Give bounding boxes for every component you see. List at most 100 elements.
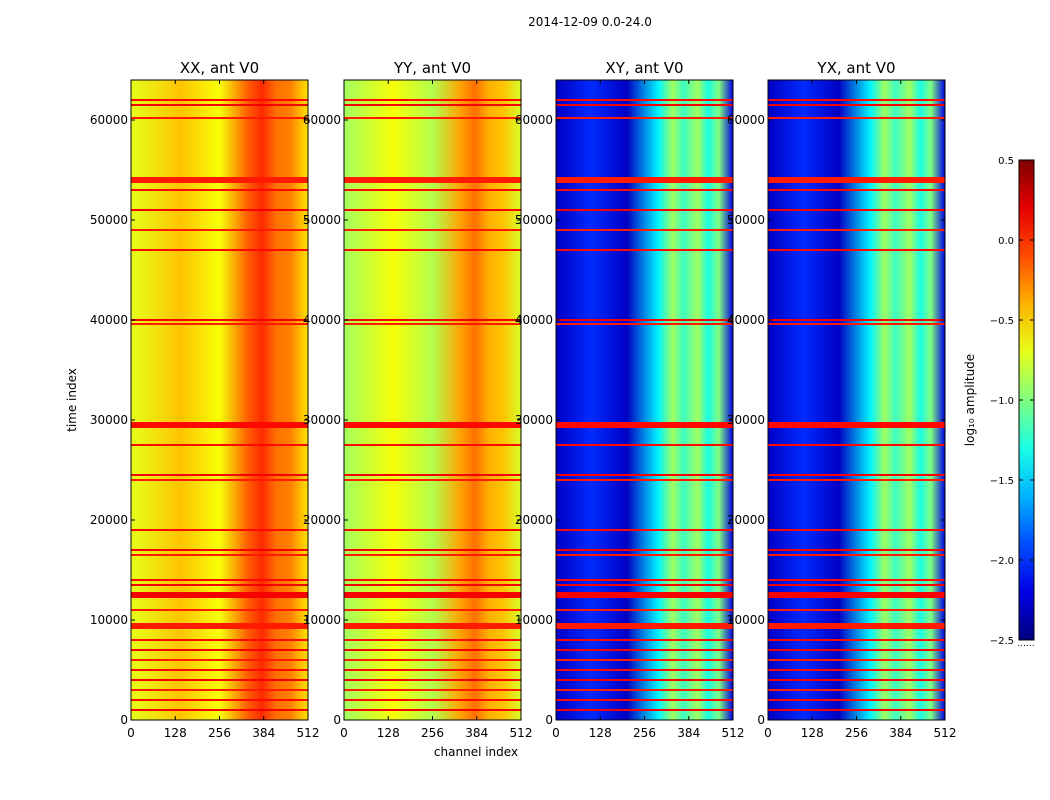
y-axis-label: time index	[65, 368, 79, 432]
flagged-row	[344, 529, 521, 531]
flagged-row	[131, 669, 308, 671]
flagged-row	[556, 623, 733, 629]
flagged-row	[131, 639, 308, 641]
y-tick-label: 60000	[515, 113, 553, 127]
flagged-row	[556, 99, 733, 101]
flagged-row	[556, 549, 733, 551]
flagged-row	[556, 323, 733, 325]
flagged-row	[131, 209, 308, 211]
flagged-row	[131, 479, 308, 481]
flagged-row	[131, 319, 308, 321]
colorbar-tick-label: −0.5	[990, 316, 1014, 327]
flagged-row	[768, 422, 945, 428]
flagged-row	[768, 699, 945, 701]
flagged-row	[768, 117, 945, 119]
panel-yy: YY, ant V0 0 128 256 384 512 0 10000 20000 30000 4…	[303, 59, 533, 740]
y-tick-label: 40000	[90, 313, 128, 327]
flagged-row	[131, 549, 308, 551]
flagged-row	[768, 584, 945, 586]
x-tick-label: 256	[845, 726, 868, 740]
colorbar-tick-label: −2.0	[990, 556, 1014, 567]
flagged-row	[131, 649, 308, 651]
flagged-row	[768, 229, 945, 231]
flagged-row	[344, 623, 521, 629]
y-tick-label: 40000	[303, 313, 341, 327]
panel-title: YY, ant V0	[393, 59, 471, 77]
flagged-row	[556, 319, 733, 321]
y-tick-label: 20000	[303, 513, 341, 527]
flagged-row	[344, 549, 521, 551]
flagged-row	[131, 99, 308, 101]
flagged-row	[556, 422, 733, 428]
flagged-row	[768, 99, 945, 101]
y-tick-label: 60000	[90, 113, 128, 127]
flagged-row	[131, 579, 308, 581]
flagged-row	[556, 579, 733, 581]
y-tick-label: 60000	[727, 113, 765, 127]
flagged-row	[131, 444, 308, 446]
flagged-row	[768, 549, 945, 551]
y-tick-label: 10000	[727, 613, 765, 627]
flagged-row	[556, 609, 733, 611]
x-tick-label: 512	[297, 726, 320, 740]
flagged-row	[768, 639, 945, 641]
flagged-row	[556, 229, 733, 231]
heatmap-image	[344, 80, 521, 720]
flagged-row	[344, 422, 521, 428]
x-tick-label: 512	[722, 726, 745, 740]
flagged-row	[131, 249, 308, 251]
heatmap-image	[131, 80, 308, 720]
flagged-row	[556, 649, 733, 651]
flagged-row	[556, 709, 733, 711]
y-tick-label: 10000	[303, 613, 341, 627]
x-tick-label: 512	[510, 726, 533, 740]
flagged-row	[768, 529, 945, 531]
flagged-row	[344, 679, 521, 681]
flagged-row	[556, 249, 733, 251]
y-tick-label: 0	[545, 713, 553, 727]
flagged-row	[768, 709, 945, 711]
panel-xx: XX, ant V0 0 128 256 384 512 0 10000 20000 30000 4…	[90, 59, 320, 740]
flagged-row	[768, 649, 945, 651]
x-tick-label: 0	[764, 726, 772, 740]
y-tick-label: 60000	[303, 113, 341, 127]
flagged-row	[768, 554, 945, 556]
x-tick-label: 256	[421, 726, 444, 740]
flagged-row	[344, 584, 521, 586]
heatmap-image	[768, 80, 945, 720]
x-tick-label: 128	[589, 726, 612, 740]
flagged-row	[131, 323, 308, 325]
colorbar-tick-label: −1.0	[990, 396, 1014, 407]
y-tick-label: 0	[120, 713, 128, 727]
flagged-row	[131, 659, 308, 661]
panel-yx: YX, ant V0 0 128 256 384 512 0 10000 20000 30000 4…	[727, 59, 957, 740]
flagged-row	[344, 323, 521, 325]
flagged-row	[131, 679, 308, 681]
flagged-row	[556, 679, 733, 681]
heatmap-image	[556, 80, 733, 720]
flagged-row	[768, 579, 945, 581]
x-tick-label: 384	[465, 726, 488, 740]
flagged-row	[768, 592, 945, 598]
flagged-row	[556, 659, 733, 661]
flagged-row	[344, 659, 521, 661]
panel-xy: XY, ant V0 0 128 256 384 512 0 10000 20000 30000 4…	[515, 59, 745, 740]
flagged-row	[556, 592, 733, 598]
x-tick-label: 0	[552, 726, 560, 740]
flagged-row	[344, 474, 521, 476]
flagged-row	[556, 669, 733, 671]
flagged-row	[131, 623, 308, 629]
flagged-row	[768, 474, 945, 476]
flagged-row	[344, 177, 521, 183]
flagged-row	[768, 659, 945, 661]
flagged-row	[131, 474, 308, 476]
flagged-row	[131, 189, 308, 191]
flagged-row	[768, 609, 945, 611]
flagged-row	[131, 592, 308, 598]
flagged-row	[344, 117, 521, 119]
y-tick-label: 40000	[727, 313, 765, 327]
flagged-row	[556, 444, 733, 446]
flagged-row	[344, 189, 521, 191]
flagged-row	[768, 669, 945, 671]
flagged-row	[131, 104, 308, 106]
